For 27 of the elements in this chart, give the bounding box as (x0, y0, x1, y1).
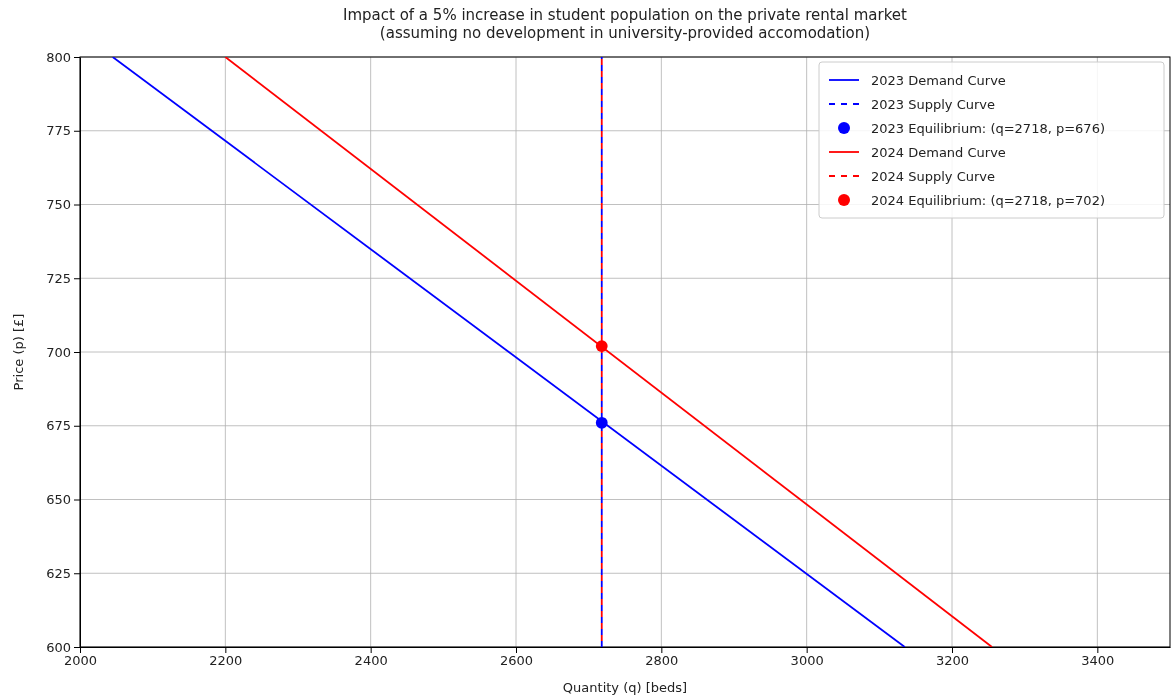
legend-label: 2024 Supply Curve (871, 169, 996, 184)
x-tick-label: 2000 (63, 653, 98, 669)
x-tick-label: 2600 (499, 653, 534, 669)
y-tick-label: 750 (46, 197, 71, 213)
x-tick-label: 2800 (645, 653, 679, 669)
y-tick-label: 650 (46, 492, 71, 508)
y-tick-label: 600 (46, 639, 71, 655)
legend-label: 2023 Demand Curve (871, 73, 1006, 88)
legend-label: 2024 Demand Curve (871, 145, 1006, 160)
y-tick-label: 725 (46, 270, 71, 286)
x-tick-label: 3400 (1081, 653, 1115, 669)
y-tick-label: 775 (46, 123, 71, 139)
legend-label: 2023 Equilibrium: (q=2718, p=676) (871, 121, 1105, 136)
chart-subtitle: (assuming no development in university-provided accomodation) (379, 24, 871, 42)
y-axis-title: Price (p) [£] (11, 313, 26, 391)
x-tick-label: 3000 (790, 653, 824, 669)
x-tick-label: 3200 (935, 653, 970, 669)
chart-title: Impact of a 5% increase in student population on the private rental market (343, 6, 908, 24)
x-tick-label: 2400 (354, 653, 388, 669)
y-tick-label: 800 (46, 49, 71, 65)
x-tick-label: 2200 (209, 653, 243, 669)
y-tick-label: 700 (46, 344, 71, 360)
legend-label: 2024 Equilibrium: (q=2718, p=702) (871, 193, 1105, 208)
x-axis-title: Quantity (q) [beds] (562, 680, 688, 695)
y-tick-label: 675 (46, 418, 71, 434)
legend-label: 2023 Supply Curve (871, 97, 996, 112)
y-tick-label: 625 (46, 565, 71, 581)
